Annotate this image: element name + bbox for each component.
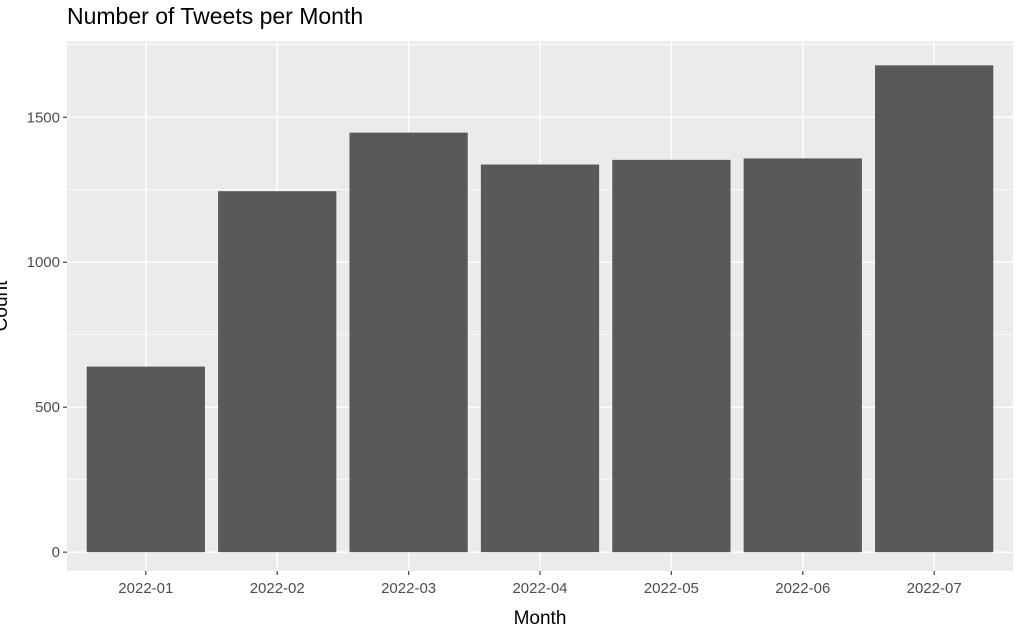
bar-2022-04 [480,164,600,553]
bar-2022-06 [743,158,862,553]
y-tick-label: 500 [35,399,60,416]
x-tick-label: 2022-06 [775,580,830,597]
x-tick-label: 2022-01 [118,580,173,597]
bar-2022-02 [218,191,337,553]
bar-2022-03 [349,132,468,553]
x-axis: 2022-01 2022-02 2022-03 2022-04 2022-05 2022-… [118,571,962,597]
x-tick-label: 2022-02 [250,580,305,597]
y-axis-title: Count [0,280,12,331]
x-tick-label: 2022-05 [644,580,699,597]
bar-2022-05 [612,159,731,553]
x-tick-label: 2022-03 [381,580,436,597]
bar-2022-01 [86,366,205,553]
y-axis: 0 500 1000 1500 [27,109,67,561]
y-tick-label: 1000 [27,254,60,271]
y-tick-label: 1500 [27,109,60,126]
x-axis-title: Month [514,608,567,626]
x-tick-label: 2022-04 [512,580,567,597]
bars [86,65,994,553]
y-tick-label: 0 [52,544,60,561]
bar-2022-07 [875,65,994,553]
x-tick-label: 2022-07 [907,580,962,597]
chart-title: Number of Tweets per Month [67,3,363,29]
